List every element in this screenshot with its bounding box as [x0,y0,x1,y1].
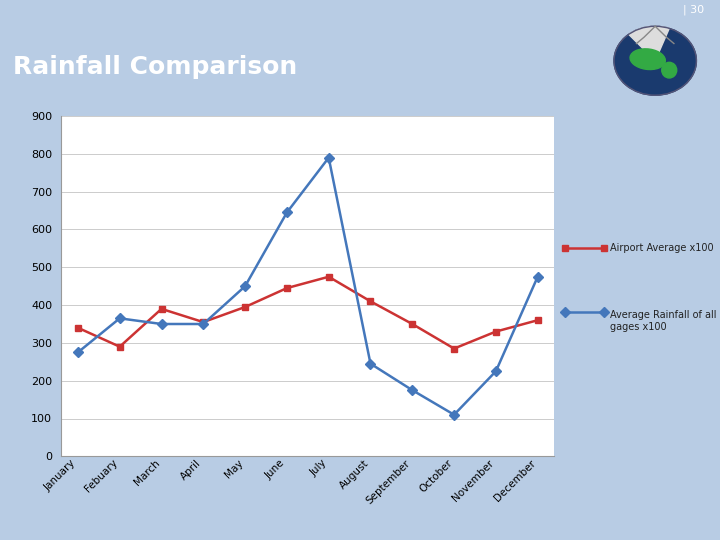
Circle shape [614,26,696,95]
Text: Average Rainfall of all 4
gages x100: Average Rainfall of all 4 gages x100 [610,310,720,332]
Ellipse shape [630,49,665,70]
Ellipse shape [662,62,677,78]
Text: Rainfall Comparison: Rainfall Comparison [13,56,297,79]
Text: | 30: | 30 [683,4,704,15]
Wedge shape [629,26,670,60]
Text: Airport Average x100: Airport Average x100 [610,244,714,253]
